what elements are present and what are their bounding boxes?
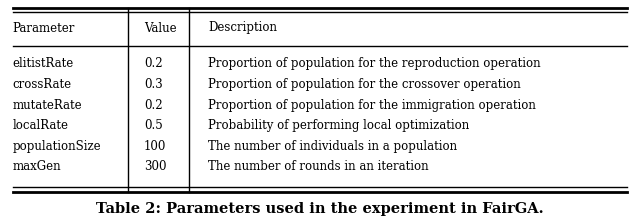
Text: Value: Value <box>144 22 177 34</box>
Text: Probability of performing local optimization: Probability of performing local optimiza… <box>208 119 469 132</box>
Text: localRate: localRate <box>13 119 69 132</box>
Text: 100: 100 <box>144 140 166 153</box>
Text: populationSize: populationSize <box>13 140 101 153</box>
Text: 0.2: 0.2 <box>144 57 163 70</box>
Text: 0.2: 0.2 <box>144 99 163 112</box>
Text: mutateRate: mutateRate <box>13 99 83 112</box>
Text: 0.3: 0.3 <box>144 78 163 91</box>
Text: Description: Description <box>208 22 277 34</box>
Text: maxGen: maxGen <box>13 160 61 173</box>
Text: 0.5: 0.5 <box>144 119 163 132</box>
Text: Proportion of population for the immigration operation: Proportion of population for the immigra… <box>208 99 536 112</box>
Text: Proportion of population for the crossover operation: Proportion of population for the crossov… <box>208 78 521 91</box>
Text: Parameter: Parameter <box>13 22 75 34</box>
Text: 300: 300 <box>144 160 166 173</box>
Text: Table 2: Parameters used in the experiment in FairGA.: Table 2: Parameters used in the experime… <box>96 202 544 216</box>
Text: The number of rounds in an iteration: The number of rounds in an iteration <box>208 160 429 173</box>
Text: Proportion of population for the reproduction operation: Proportion of population for the reprodu… <box>208 57 541 70</box>
Text: The number of individuals in a population: The number of individuals in a populatio… <box>208 140 457 153</box>
Text: elitistRate: elitistRate <box>13 57 74 70</box>
Text: crossRate: crossRate <box>13 78 72 91</box>
